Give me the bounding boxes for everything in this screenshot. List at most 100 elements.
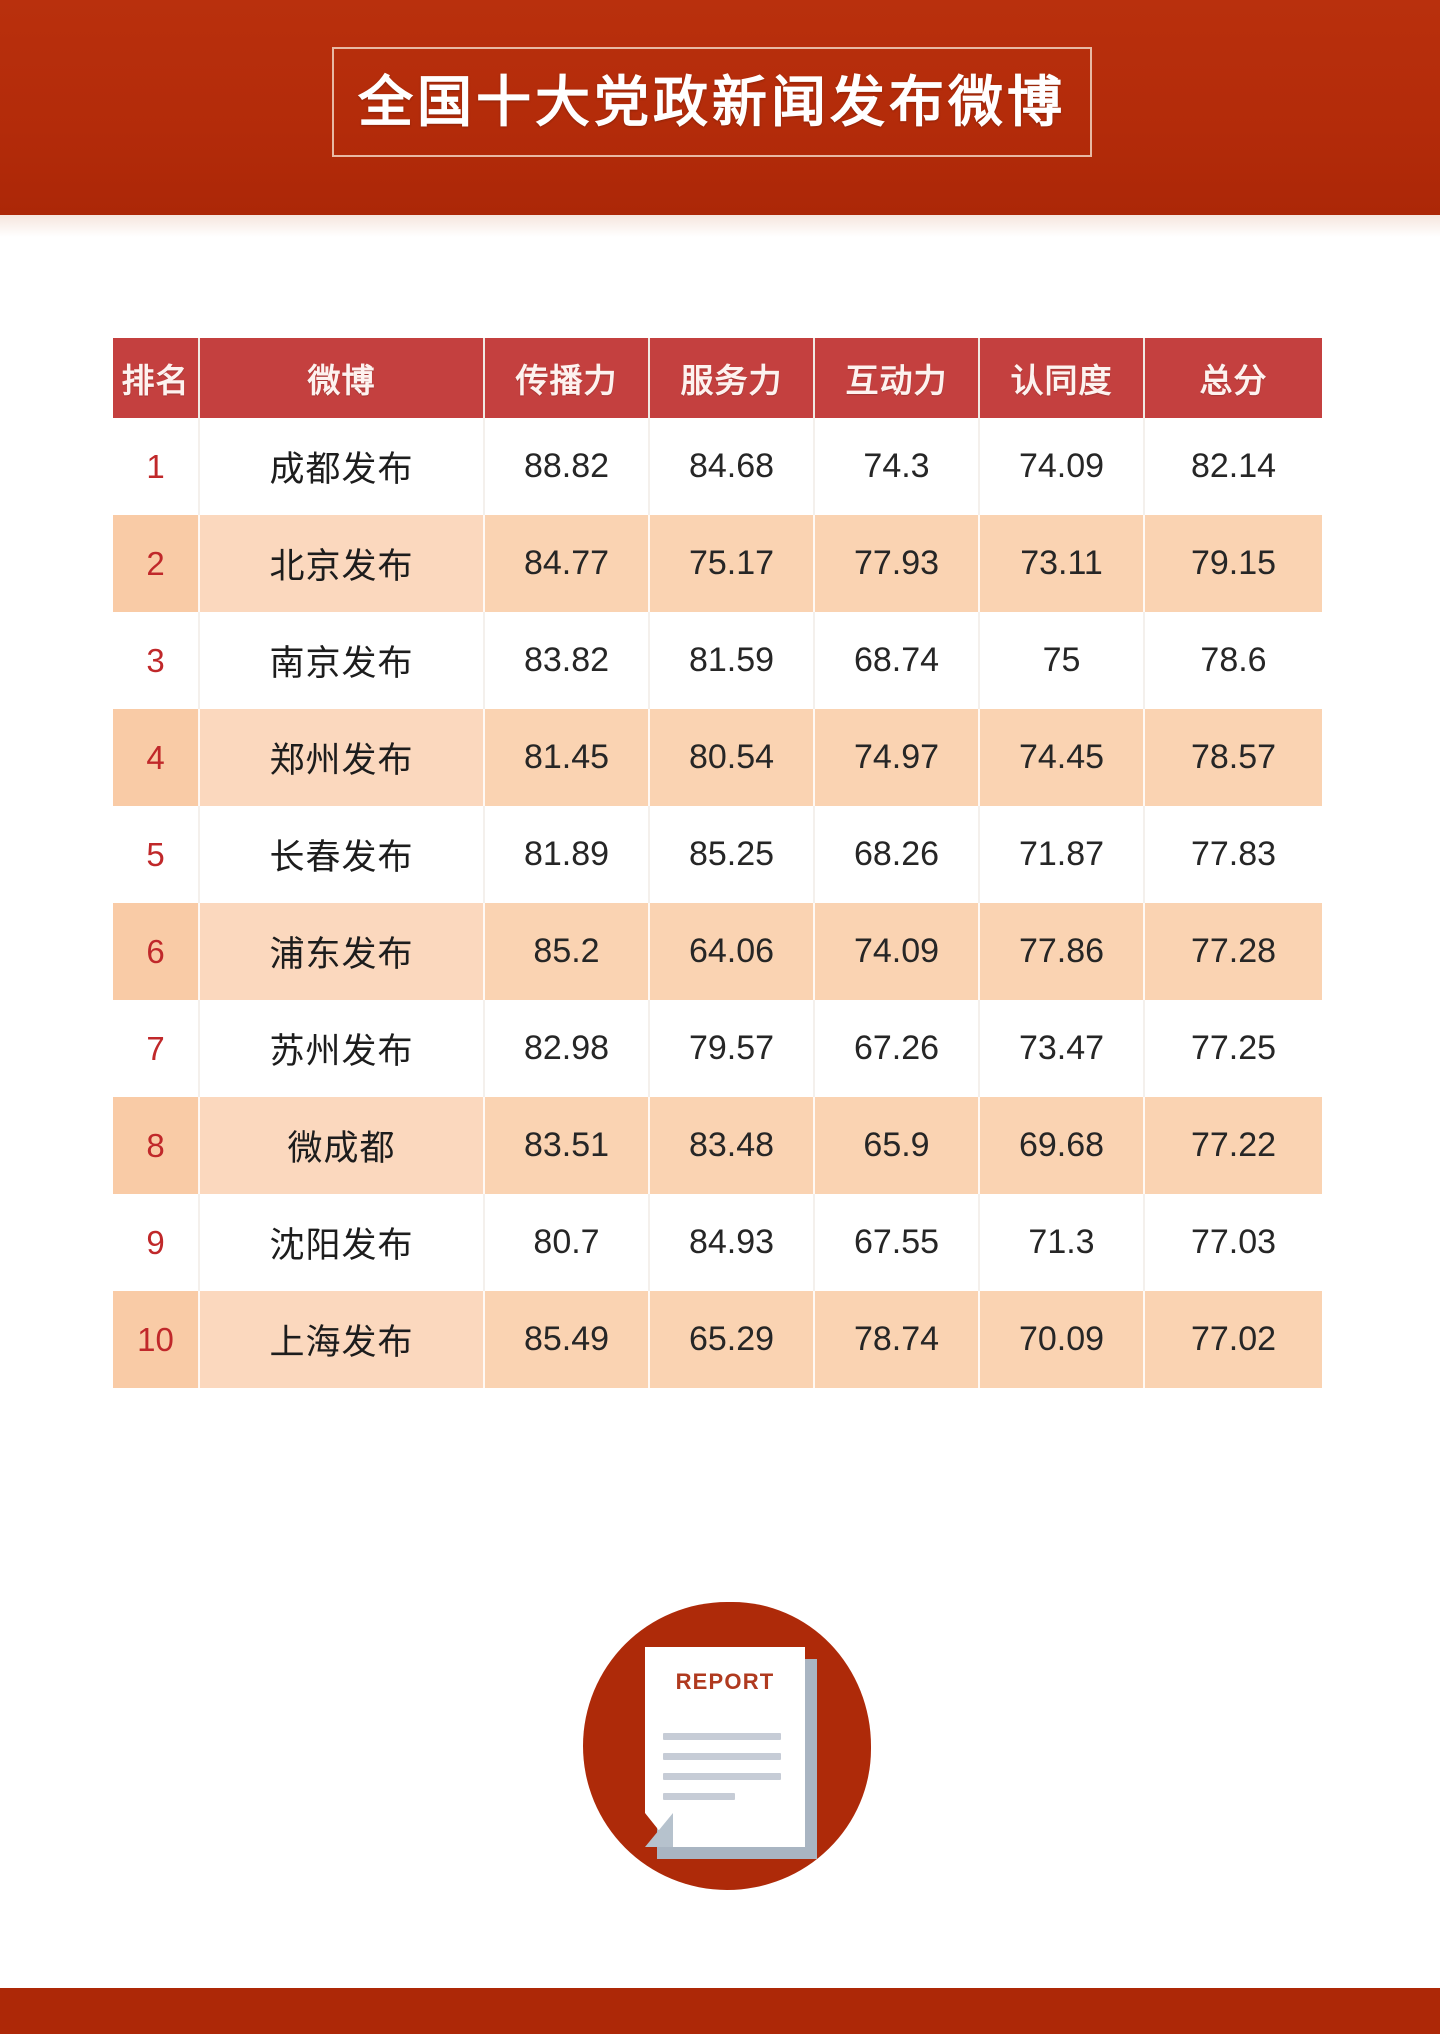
cell-interaction: 78.74: [814, 1291, 980, 1388]
cell-rank: 2: [113, 515, 200, 612]
cell-weibo-name: 苏州发布: [199, 1000, 485, 1097]
cell-spread: 81.89: [484, 806, 650, 903]
cell-rank: 6: [113, 903, 200, 1000]
document-text-line: [663, 1753, 781, 1760]
cell-rank: 5: [113, 806, 200, 903]
column-header-interaction: 互动力: [814, 338, 980, 418]
table-row: 7 苏州发布 82.98 79.57 67.26 73.47 77.25: [113, 1000, 1322, 1097]
cell-service: 81.59: [649, 612, 815, 709]
cell-interaction: 74.97: [814, 709, 980, 806]
cell-spread: 88.82: [484, 418, 650, 515]
document-sheet: [645, 1647, 805, 1847]
header-banner: 全国十大党政新闻发布微博: [0, 0, 1440, 215]
column-header-service: 服务力: [649, 338, 815, 418]
cell-total: 77.28: [1144, 903, 1322, 1000]
cell-service: 84.93: [649, 1194, 815, 1291]
table-row: 6 浦东发布 85.2 64.06 74.09 77.86 77.28: [113, 903, 1322, 1000]
cell-spread: 81.45: [484, 709, 650, 806]
document-graphic: REPORT: [645, 1647, 817, 1859]
cell-recognition: 71.87: [979, 806, 1145, 903]
watermark-handle: @沈阳发布: [1254, 1950, 1424, 1988]
cell-interaction: 65.9: [814, 1097, 980, 1194]
cell-spread: 84.77: [484, 515, 650, 612]
cell-interaction: 74.09: [814, 903, 980, 1000]
cell-recognition: 74.09: [979, 418, 1145, 515]
baidu-paw-icon: du: [1217, 1953, 1246, 1983]
footer-bar: [0, 1988, 1440, 2034]
cell-total: 82.14: [1144, 418, 1322, 515]
cell-total: 79.15: [1144, 515, 1322, 612]
cell-recognition: 70.09: [979, 1291, 1145, 1388]
cell-interaction: 68.26: [814, 806, 980, 903]
table-row: 8 微成都 83.51 83.48 65.9 69.68 77.22: [113, 1097, 1322, 1194]
cell-rank: 7: [113, 1000, 200, 1097]
cell-rank: 10: [113, 1291, 200, 1388]
cell-total: 77.22: [1144, 1097, 1322, 1194]
cell-total: 78.6: [1144, 612, 1322, 709]
cell-service: 84.68: [649, 418, 815, 515]
watermark: du @沈阳发布: [1214, 1952, 1424, 1986]
cell-rank: 4: [113, 709, 200, 806]
page-title: 全国十大党政新闻发布微博: [357, 70, 1066, 133]
document-text-line: [663, 1773, 781, 1780]
cell-total: 77.25: [1144, 1000, 1322, 1097]
cell-recognition: 69.68: [979, 1097, 1145, 1194]
column-header-recognition: 认同度: [979, 338, 1145, 418]
table-row: 3 南京发布 83.82 81.59 68.74 75 78.6: [113, 612, 1322, 709]
column-header-total: 总分: [1144, 338, 1322, 418]
cell-service: 64.06: [649, 903, 815, 1000]
cell-service: 85.25: [649, 806, 815, 903]
cell-weibo-name: 成都发布: [199, 418, 485, 515]
cell-interaction: 67.26: [814, 1000, 980, 1097]
cell-interaction: 74.3: [814, 418, 980, 515]
cell-rank: 3: [113, 612, 200, 709]
cell-spread: 82.98: [484, 1000, 650, 1097]
banner-fade-divider: [0, 215, 1440, 237]
table-row: 10 上海发布 85.49 65.29 78.74 70.09 77.02: [113, 1291, 1322, 1388]
cell-weibo-name: 郑州发布: [199, 709, 485, 806]
cell-weibo-name: 南京发布: [199, 612, 485, 709]
cell-interaction: 77.93: [814, 515, 980, 612]
svg-text:du: du: [1226, 1973, 1236, 1982]
table-row: 5 长春发布 81.89 85.25 68.26 71.87 77.83: [113, 806, 1322, 903]
cell-service: 83.48: [649, 1097, 815, 1194]
cell-rank: 8: [113, 1097, 200, 1194]
cell-spread: 83.51: [484, 1097, 650, 1194]
cell-spread: 83.82: [484, 612, 650, 709]
cell-recognition: 71.3: [979, 1194, 1145, 1291]
table-row: 4 郑州发布 81.45 80.54 74.97 74.45 78.57: [113, 709, 1322, 806]
table-row: 2 北京发布 84.77 75.17 77.93 73.11 79.15: [113, 515, 1322, 612]
cell-interaction: 67.55: [814, 1194, 980, 1291]
cell-service: 65.29: [649, 1291, 815, 1388]
cell-spread: 85.49: [484, 1291, 650, 1388]
title-frame: 全国十大党政新闻发布微博: [332, 47, 1092, 157]
document-text-line: [663, 1733, 781, 1740]
report-label: REPORT: [675, 1669, 775, 1694]
cell-weibo-name: 浦东发布: [199, 903, 485, 1000]
cell-total: 78.57: [1144, 709, 1322, 806]
ranking-table-container: 排名 微博 传播力 服务力 互动力 认同度 总分 1 成都发布 88.82 84…: [113, 338, 1322, 1388]
cell-spread: 85.2: [484, 903, 650, 1000]
document-text-line: [663, 1793, 735, 1800]
table-row: 9 沈阳发布 80.7 84.93 67.55 71.3 77.03: [113, 1194, 1322, 1291]
column-header-weibo: 微博: [199, 338, 485, 418]
cell-recognition: 73.11: [979, 515, 1145, 612]
column-header-spread: 传播力: [484, 338, 650, 418]
table-header: 排名 微博 传播力 服务力 互动力 认同度 总分: [113, 338, 1322, 418]
table-header-row: 排名 微博 传播力 服务力 互动力 认同度 总分: [113, 338, 1322, 418]
cell-rank: 9: [113, 1194, 200, 1291]
cell-recognition: 75: [979, 612, 1145, 709]
cell-total: 77.03: [1144, 1194, 1322, 1291]
cell-service: 79.57: [649, 1000, 815, 1097]
cell-interaction: 68.74: [814, 612, 980, 709]
table-body: 1 成都发布 88.82 84.68 74.3 74.09 82.14 2 北京…: [113, 418, 1322, 1388]
cell-recognition: 74.45: [979, 709, 1145, 806]
cell-weibo-name: 北京发布: [199, 515, 485, 612]
cell-recognition: 77.86: [979, 903, 1145, 1000]
report-document-icon: REPORT: [583, 1602, 871, 1890]
ranking-table: 排名 微博 传播力 服务力 互动力 认同度 总分 1 成都发布 88.82 84…: [113, 338, 1322, 1388]
cell-weibo-name: 微成都: [199, 1097, 485, 1194]
cell-weibo-name: 上海发布: [199, 1291, 485, 1388]
cell-service: 80.54: [649, 709, 815, 806]
